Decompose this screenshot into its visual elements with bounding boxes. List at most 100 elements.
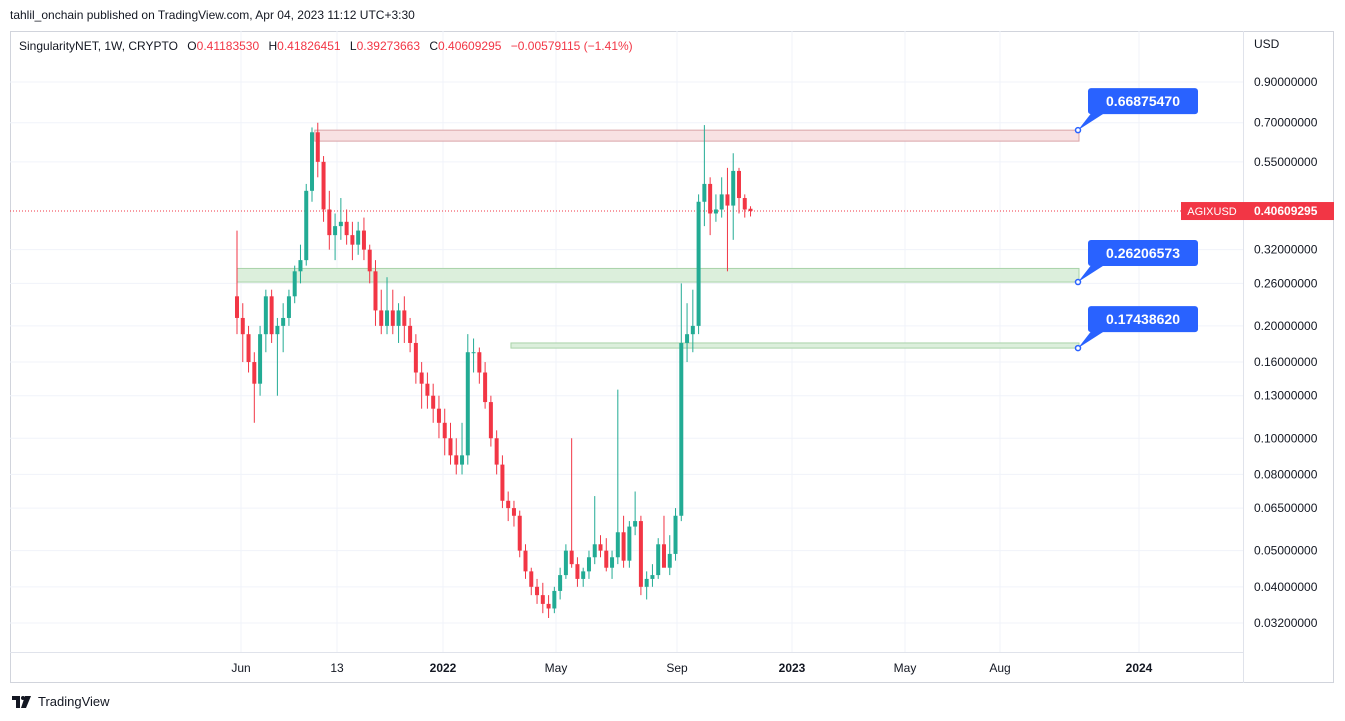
candle-down [621, 532, 626, 561]
candle-down [448, 438, 453, 456]
price-callout-label: 0.26206573 [1106, 245, 1180, 261]
chart-frame[interactable] [10, 31, 1334, 683]
price-callout-label: 0.17438620 [1106, 311, 1180, 327]
candle-down [379, 310, 384, 326]
candle-up [356, 230, 361, 245]
time-tick-label: 13 [330, 661, 344, 675]
candle-up [460, 455, 465, 465]
price-levels [10, 129, 1243, 349]
tradingview-logo[interactable]: TradingView [12, 694, 110, 709]
last-price-label: 0.40609295 [1254, 204, 1318, 218]
candle-down [575, 564, 580, 579]
time-tick-label: Aug [989, 661, 1010, 675]
level-callouts: 0.66875470 0.26206573 0.17438620 [1074, 88, 1198, 352]
candle-up [627, 526, 632, 561]
time-tick-label: 2023 [779, 661, 806, 675]
price-tick-label: 0.13000000 [1254, 389, 1318, 403]
price-tick-label: 0.90000000 [1254, 75, 1318, 89]
candle-up [385, 310, 390, 326]
candle-up [263, 296, 268, 335]
symbol-info[interactable]: SingularityNET, 1W, CRYPTO [19, 39, 178, 53]
candle-up [719, 194, 724, 210]
candle-down [390, 310, 395, 326]
callout-pointer [1078, 112, 1106, 131]
price-axis-separator [1243, 31, 1244, 683]
candle-down [494, 438, 499, 465]
callout-pointer [1078, 264, 1106, 283]
ohlc-legend: SingularityNET, 1W, CRYPTO O0.41183530 H… [19, 39, 633, 53]
candle-up [713, 209, 718, 214]
price-callout-label: 0.66875470 [1106, 93, 1180, 109]
price-tick-label: 0.08000000 [1254, 467, 1318, 481]
open-value: 0.41183530 [196, 39, 260, 53]
candle-down [488, 402, 493, 439]
candle-down [736, 170, 741, 199]
candle-down [598, 544, 603, 551]
price-tick-label: 0.26000000 [1254, 276, 1318, 290]
candle-up [667, 553, 672, 568]
candle-up [586, 557, 591, 572]
time-tick-label: 2024 [1126, 661, 1153, 675]
price-axis-currency: USD [1254, 37, 1280, 51]
candle-up [690, 325, 695, 335]
callout-anchor-dot [1074, 278, 1082, 286]
candle-up [673, 515, 678, 554]
candle-up [465, 352, 470, 456]
price-tick-label: 0.16000000 [1254, 355, 1318, 369]
candle-down [500, 464, 505, 501]
brand-name: TradingView [38, 694, 110, 709]
candle-down [350, 235, 355, 245]
candle-down [344, 221, 349, 236]
price-callout [1088, 88, 1198, 115]
symbol-badge-label: AGIXUSD [1187, 206, 1237, 218]
price-tick-label: 0.55000000 [1254, 155, 1318, 169]
candle-up [281, 317, 286, 326]
support-zone [236, 267, 1080, 283]
candle-down [708, 183, 713, 214]
candle-up [275, 325, 280, 335]
candle-down [321, 161, 326, 210]
candle-down [413, 342, 418, 373]
candle-up [471, 352, 476, 354]
candle-down [235, 296, 239, 318]
price-tick-label: 0.03200000 [1254, 616, 1318, 630]
candle-down [442, 422, 447, 439]
time-tick-label: May [894, 661, 917, 675]
candle-down [638, 521, 643, 587]
price-callout [1088, 240, 1198, 267]
callout-anchor-dot [1074, 126, 1082, 134]
candle-up [258, 334, 263, 384]
candle-up [396, 310, 401, 326]
price-tick-label: 0.05000000 [1254, 544, 1318, 558]
resistance-zone [314, 129, 1080, 142]
candle-down [269, 296, 274, 335]
candle-down [523, 550, 528, 572]
candle-down [604, 550, 609, 568]
candle-up [702, 183, 707, 202]
candle-down [419, 372, 424, 384]
grid [10, 31, 1243, 652]
candle-down [506, 500, 511, 509]
candle-down [367, 249, 372, 272]
candle-down [252, 362, 257, 384]
time-tick-label: May [545, 661, 568, 675]
callout-pointer [1078, 330, 1106, 349]
candle-down [569, 550, 574, 565]
price-callout [1088, 306, 1198, 333]
candle-down [361, 230, 366, 250]
candle-up [292, 271, 297, 297]
axes: 0.90000000 0.70000000 0.55000000 0.32000000… [231, 37, 1334, 675]
candle-up [679, 342, 684, 516]
time-tick-label: Jun [231, 661, 250, 675]
candle-down [477, 352, 482, 373]
candle-up [552, 590, 557, 609]
candle-up [633, 521, 638, 527]
last-price-badge [1244, 202, 1334, 221]
candle-up [610, 557, 615, 568]
price-tick-label: 0.20000000 [1254, 319, 1318, 333]
candle-down [246, 334, 251, 363]
candle-up [650, 575, 655, 579]
candle-down [511, 508, 516, 516]
candle-down [748, 208, 753, 212]
